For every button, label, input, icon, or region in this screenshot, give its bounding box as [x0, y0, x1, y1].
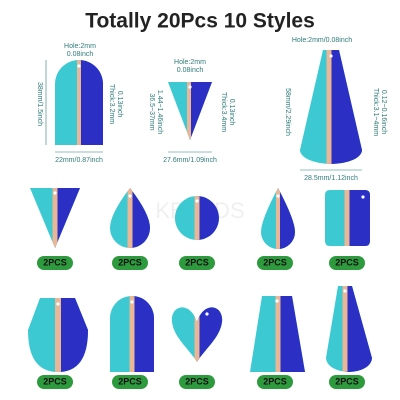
title: Totally 20Pcs 10 Styles [85, 10, 315, 33]
wood-stripe [344, 190, 350, 246]
hole [343, 289, 347, 293]
hole-inch-label: 0.08inch [177, 67, 204, 74]
badge [329, 256, 365, 270]
wood-stripe [129, 296, 135, 372]
wood-stripe [127, 188, 133, 248]
badge [37, 256, 73, 270]
hole [195, 199, 199, 203]
badge-label: 2PCS [185, 376, 209, 386]
badge [37, 375, 73, 389]
blue-part [347, 190, 370, 246]
blue-part [79, 60, 103, 145]
hole [275, 299, 279, 303]
height-label: 58mm/2.29inch [284, 88, 291, 136]
badge-label: 2PCS [263, 257, 287, 267]
badge [257, 256, 293, 270]
height-inch-label: 1.44~1.46inch [156, 90, 163, 134]
wood-stripe [342, 286, 348, 372]
badge-label: 2PCS [43, 257, 67, 267]
badge-label: 2PCS [263, 376, 287, 386]
wood-stripe [326, 50, 332, 164]
hole [53, 191, 57, 195]
wood-stripe [187, 82, 191, 140]
badge [329, 375, 365, 389]
wood-stripe [52, 188, 58, 248]
hole-label: Hole:2mm [174, 59, 206, 66]
hole [361, 195, 365, 199]
thick-inch-label: 0.13inch [228, 99, 235, 126]
width-label: 22mm/0.87inch [55, 157, 103, 164]
hole [276, 194, 280, 198]
hole [329, 54, 333, 58]
wood-stripe [276, 188, 280, 249]
wood-stripe [55, 298, 61, 372]
width-label: 27.6mm/1.09inch [163, 157, 217, 164]
badge [179, 256, 215, 270]
wood-stripe [194, 196, 200, 240]
height-label: 36.5~37mm [148, 93, 155, 130]
hole [56, 302, 60, 306]
thick-label: Thick:3.2mm [108, 84, 115, 124]
hole-inch-label: 0.08inch [67, 51, 94, 58]
hole-label: Hole:2mm [64, 43, 96, 50]
badge-label: 2PCS [118, 257, 142, 267]
badge-label: 2PCS [335, 376, 359, 386]
hole [77, 64, 81, 68]
badge-label: 2PCS [43, 376, 67, 386]
wood-stripe [194, 307, 200, 362]
badge-label: 2PCS [335, 257, 359, 267]
thick-inch-label: 0.13inch [116, 91, 123, 118]
badge [257, 375, 293, 389]
thick-label: Thick:3.4mm [220, 92, 227, 132]
thick-label: Thick:3.1~4mm [372, 88, 379, 136]
width-label: 28.5mm/1.12inch [304, 175, 358, 182]
blue-part [197, 196, 219, 240]
hole [128, 194, 132, 198]
hole-label: Hole:2mm/0.08inch [292, 37, 352, 44]
hole [205, 312, 209, 316]
badge-label: 2PCS [118, 376, 142, 386]
wood-stripe [275, 296, 281, 372]
blue-part [132, 296, 154, 372]
badge-label: 2PCS [185, 257, 209, 267]
hole [188, 85, 192, 89]
wood-stripe [77, 60, 81, 145]
height-label: 38mm/1.5inch [36, 82, 43, 126]
thick-inch-label: 0.12~0.16inch [380, 90, 387, 134]
badge [179, 375, 215, 389]
hole [130, 300, 134, 304]
badge [112, 375, 148, 389]
badge [112, 256, 148, 270]
